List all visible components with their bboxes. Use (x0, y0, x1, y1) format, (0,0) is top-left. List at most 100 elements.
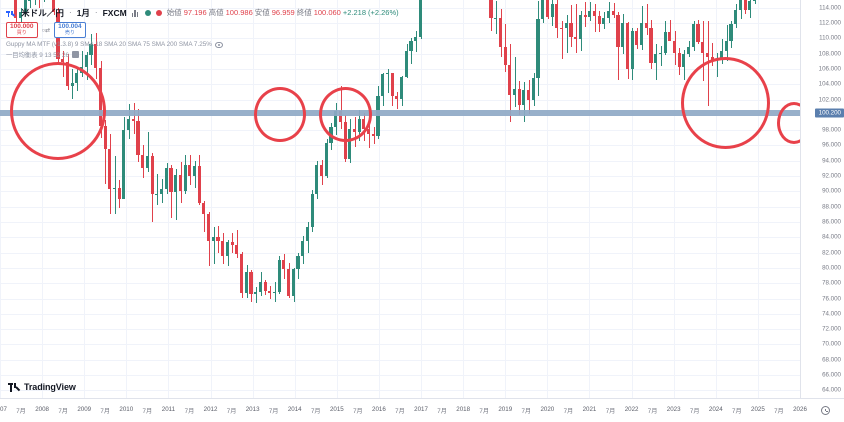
candle (522, 0, 527, 398)
time-axis-tick: 2020 (540, 406, 555, 413)
sell-price-tag[interactable]: 100.004 売り (54, 21, 86, 39)
candle (84, 0, 90, 398)
candle (277, 0, 283, 398)
candle (527, 0, 532, 398)
candle (592, 0, 598, 398)
gridline-vertical (715, 0, 717, 398)
gridline-vertical (673, 0, 675, 398)
candle (38, 0, 43, 398)
time-axis-tick: 2014 (287, 406, 302, 413)
gridline-horizontal (0, 206, 800, 208)
candle (734, 0, 739, 398)
ellipse-annotation-2013-retest[interactable] (254, 87, 306, 142)
price-axis-tick: 108.000 (818, 50, 841, 58)
candle (112, 0, 118, 398)
gridline-horizontal (0, 283, 800, 285)
down-color-dot-icon[interactable] (155, 9, 162, 16)
bar-chart-icon[interactable] (131, 9, 140, 17)
candle (395, 0, 400, 398)
time-axis-tick: 7月 (732, 408, 742, 415)
candle (743, 0, 749, 398)
candle (145, 0, 151, 398)
close-label: 終値 (296, 8, 312, 17)
gridline-horizontal (0, 252, 800, 254)
candle (282, 0, 287, 398)
candle (414, 0, 419, 398)
ellipse-annotation-2007-top[interactable] (10, 62, 106, 160)
candle (512, 0, 518, 398)
price-axis[interactable]: 114.000 112.000 110.000 108.000 106.000 104.0… (800, 0, 844, 398)
candle (578, 0, 584, 398)
gridline-horizontal (0, 221, 800, 223)
resistance-price-line[interactable] (0, 110, 800, 117)
low-value: 96.959 (271, 8, 295, 17)
candle (183, 0, 189, 398)
up-color-dot-icon[interactable] (144, 9, 151, 16)
time-axis-tick: 2012 (203, 406, 218, 413)
symbol-name[interactable]: 米ドル／円 (21, 7, 65, 18)
ellipse-annotation-2025-retest[interactable] (777, 102, 800, 144)
gridline-vertical (631, 0, 633, 398)
chart-canvas[interactable] (0, 0, 800, 398)
gridline-vertical (126, 0, 128, 398)
price-axis-tick: 110.000 (819, 34, 841, 42)
settings-square-icon[interactable] (72, 51, 79, 58)
time-axis-tick: 2007 (0, 406, 7, 413)
candle (122, 0, 127, 398)
time-axis-tick: 2016 (372, 406, 386, 413)
gridline-vertical (589, 0, 591, 398)
ellipse-annotation-2024-top[interactable] (681, 57, 770, 149)
price-axis-tick: 64.000 (822, 386, 841, 394)
gridline-horizontal (0, 99, 800, 101)
candle (418, 0, 424, 398)
candle (178, 0, 184, 398)
ellipse-annotation-2014-retest[interactable] (319, 87, 372, 142)
change-value: +2.218 (342, 8, 366, 17)
indicator-legend-guppy[interactable]: Guppy MA MTF (v1.3.8) 9 SMA 18 SMA 20 SM… (6, 41, 426, 48)
time-axis-tick: 7月 (774, 408, 784, 415)
symbol-row[interactable]: 米ドル／円 · 1月 · FXCM 始値 97.196 高値 100.986 安値 9… (6, 6, 426, 19)
candle (489, 0, 494, 398)
candle (640, 0, 645, 398)
indicator-legend-ichimoku[interactable]: 一目均衡表 9 13 52 26 (6, 50, 426, 59)
time-axis-tick: 7月 (563, 408, 574, 415)
candle (536, 0, 541, 398)
candle (164, 0, 170, 398)
gridline-vertical (757, 0, 759, 398)
time-axis-tick: 2009 (77, 406, 92, 413)
candle (696, 0, 701, 398)
candle (150, 0, 156, 398)
candle (517, 0, 523, 398)
price-axis-tick: 88.000 (822, 203, 841, 211)
candle (320, 0, 325, 398)
time-axis-tick: 2008 (35, 406, 49, 413)
exchange-label[interactable]: FXCM (102, 7, 127, 18)
candle (621, 0, 626, 398)
buy-price-tag[interactable]: 100.000 買り (6, 21, 38, 39)
tradingview-watermark-text: TradingView (24, 382, 76, 392)
candle (291, 0, 297, 398)
price-axis-tick: 90.000 (822, 187, 841, 195)
candle (42, 0, 47, 398)
candle (555, 0, 560, 398)
gridline-horizontal (0, 329, 800, 331)
time-axis-tick: 7月 (647, 408, 658, 415)
candle (503, 0, 509, 398)
time-axis[interactable]: 2007 7月 2008 7月 2009 7月 2010 7月 2011 7月 2012 7月 2013… (0, 398, 844, 422)
price-axis-tick: 74.000 (822, 310, 841, 318)
clock-icon[interactable] (821, 406, 830, 415)
time-axis-tick: 7月 (605, 408, 616, 415)
price-axis-tick: 104.000 (818, 80, 841, 88)
candle (409, 0, 414, 398)
indicator-guppy-label: Guppy MA MTF (v1.3.8) 9 SMA 18 SMA 20 SM… (6, 41, 212, 48)
indicator-ichimoku-label: 一目均衡表 9 13 52 26 (6, 52, 69, 59)
gridline-vertical (210, 0, 212, 398)
candle (263, 0, 269, 398)
gridline-horizontal (0, 344, 800, 346)
buy-price-value: 100.000 (10, 22, 34, 30)
price-axis-highlight-label[interactable]: 100.200 (814, 108, 844, 118)
tradingview-watermark: TradingView (8, 382, 76, 392)
eye-icon[interactable] (214, 41, 223, 48)
interval-label[interactable]: 1月 (76, 7, 90, 18)
gridline-horizontal (0, 313, 800, 315)
